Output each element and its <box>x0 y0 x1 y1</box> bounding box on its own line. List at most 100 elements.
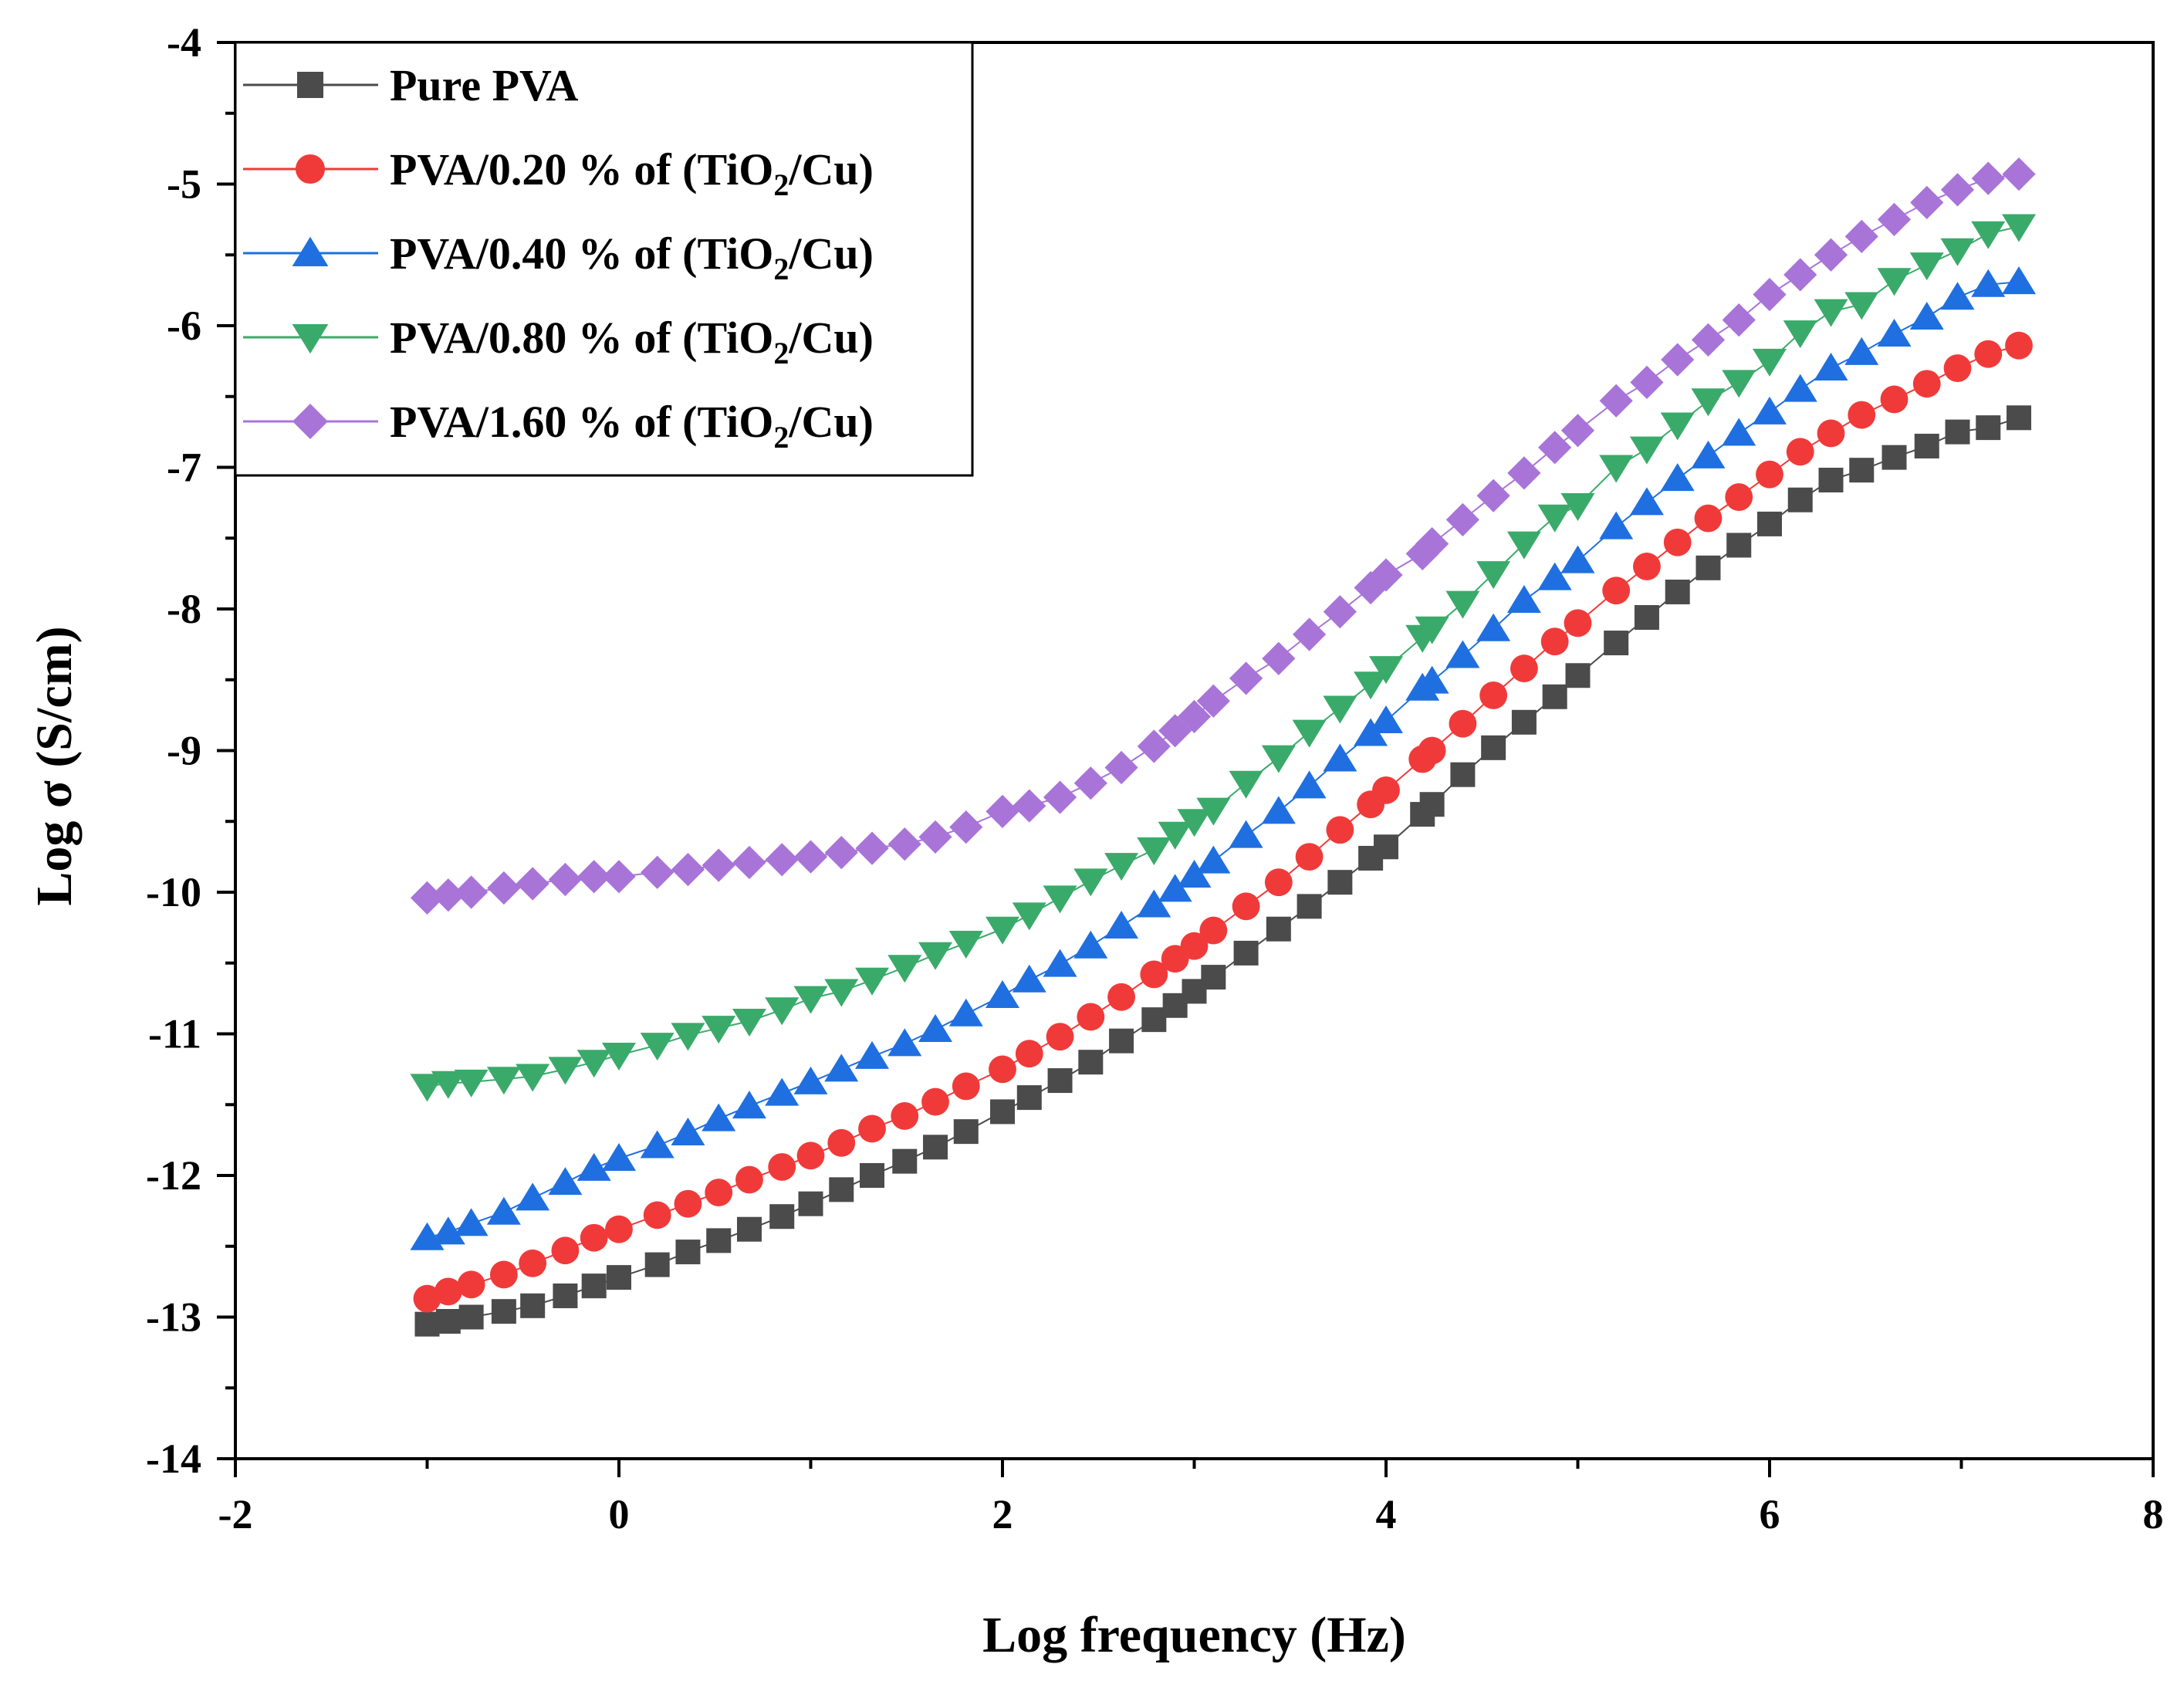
data-point <box>732 1091 766 1119</box>
legend-label-main: Pure PVA <box>390 60 578 110</box>
data-point <box>1104 750 1138 785</box>
data-point <box>1261 745 1296 773</box>
data-point <box>1940 282 1975 310</box>
data-point <box>887 827 921 861</box>
data-point <box>918 942 953 970</box>
data-point <box>827 1128 856 1157</box>
data-point <box>487 871 521 905</box>
data-point <box>1564 609 1592 638</box>
data-point <box>454 1069 489 1098</box>
plot-area <box>410 157 2037 1337</box>
data-point <box>1537 562 1572 590</box>
data-point <box>1450 762 1476 787</box>
data-point <box>491 1299 516 1324</box>
data-point <box>1415 665 1449 694</box>
legend-marker <box>292 324 329 354</box>
data-point <box>765 1077 800 1106</box>
data-point <box>986 794 1019 829</box>
legend-item-1: Pure PVA <box>243 60 578 110</box>
legend-label: PVA/1.60 % of (TiO2/Cu) <box>390 397 874 455</box>
data-point <box>516 1182 550 1211</box>
data-point <box>1232 892 1260 921</box>
data-point <box>1073 930 1108 959</box>
data-point <box>1295 843 1324 871</box>
data-point <box>1814 238 1848 272</box>
data-point <box>860 1163 885 1188</box>
legend-marker <box>292 404 328 439</box>
data-point <box>1323 695 1357 724</box>
data-point <box>1914 433 1939 458</box>
data-point <box>793 840 828 874</box>
data-point <box>1046 1023 1074 1051</box>
data-point <box>1940 173 1975 207</box>
data-point <box>1323 595 1357 629</box>
data-point <box>1943 354 1972 382</box>
data-point <box>798 1191 823 1216</box>
data-point <box>769 1204 795 1229</box>
data-point <box>1013 789 1046 823</box>
data-point <box>455 875 489 909</box>
data-point <box>989 1055 1016 1084</box>
data-point <box>732 845 766 880</box>
data-point <box>1369 705 1403 733</box>
data-point <box>1665 579 1690 604</box>
axes: -2 0 2 4 6 8 -14 -13 -12 -11 -10 -9 -8 -7 -6 -5 -4 <box>146 19 2163 1537</box>
data-point <box>520 1293 546 1318</box>
data-point <box>986 916 1019 945</box>
data-point <box>486 1067 521 1095</box>
x-tick-label: 8 <box>2143 1491 2164 1537</box>
legend-label-subscript: 2 <box>773 420 789 455</box>
data-point <box>732 1008 766 1037</box>
data-point <box>643 1201 671 1229</box>
legend-item-5: PVA/1.60 % of (TiO2/Cu) <box>243 397 874 455</box>
data-point <box>1753 278 1787 312</box>
data-point <box>706 1228 732 1253</box>
data-point <box>1971 269 2006 297</box>
data-point <box>765 997 800 1026</box>
data-point <box>921 1087 949 1116</box>
data-point <box>1818 468 1844 493</box>
y-tick-label: -7 <box>167 445 201 491</box>
data-point <box>1814 353 1848 381</box>
data-point <box>892 1148 918 1174</box>
data-point <box>1881 445 1907 470</box>
legend-label-subscript: 2 <box>773 167 789 202</box>
data-point <box>413 1284 441 1313</box>
data-point <box>1415 616 1449 644</box>
data-point <box>1073 766 1107 800</box>
x-tick-label: 0 <box>609 1491 630 1537</box>
data-point <box>1945 419 1970 445</box>
data-point <box>855 831 889 865</box>
data-point <box>1560 414 1595 448</box>
data-point <box>602 1142 636 1171</box>
data-point <box>1015 1040 1043 1068</box>
data-point <box>1844 292 1879 320</box>
data-point <box>1725 483 1753 511</box>
data-point <box>1691 323 1726 357</box>
data-point <box>1691 388 1726 417</box>
data-point <box>1177 859 1212 888</box>
data-point <box>986 979 1019 1008</box>
data-point <box>1783 320 1817 349</box>
data-point <box>765 843 799 877</box>
data-point <box>1109 1028 1134 1054</box>
data-point <box>1141 1007 1167 1033</box>
data-point <box>1158 874 1192 902</box>
data-point <box>1537 504 1572 533</box>
data-point <box>435 1309 461 1334</box>
data-point <box>2007 405 2032 431</box>
data-point <box>1199 916 1228 945</box>
data-point <box>1077 1003 1105 1031</box>
data-point <box>1262 641 1296 675</box>
data-point <box>1292 719 1327 748</box>
data-point <box>1140 960 1168 989</box>
data-point <box>2005 331 2033 360</box>
data-point <box>1783 258 1817 292</box>
data-point <box>1180 932 1209 960</box>
data-point <box>671 853 705 887</box>
data-point <box>1137 729 1171 763</box>
data-point <box>1848 401 1876 429</box>
data-point <box>796 1142 825 1170</box>
data-point <box>705 1179 733 1206</box>
